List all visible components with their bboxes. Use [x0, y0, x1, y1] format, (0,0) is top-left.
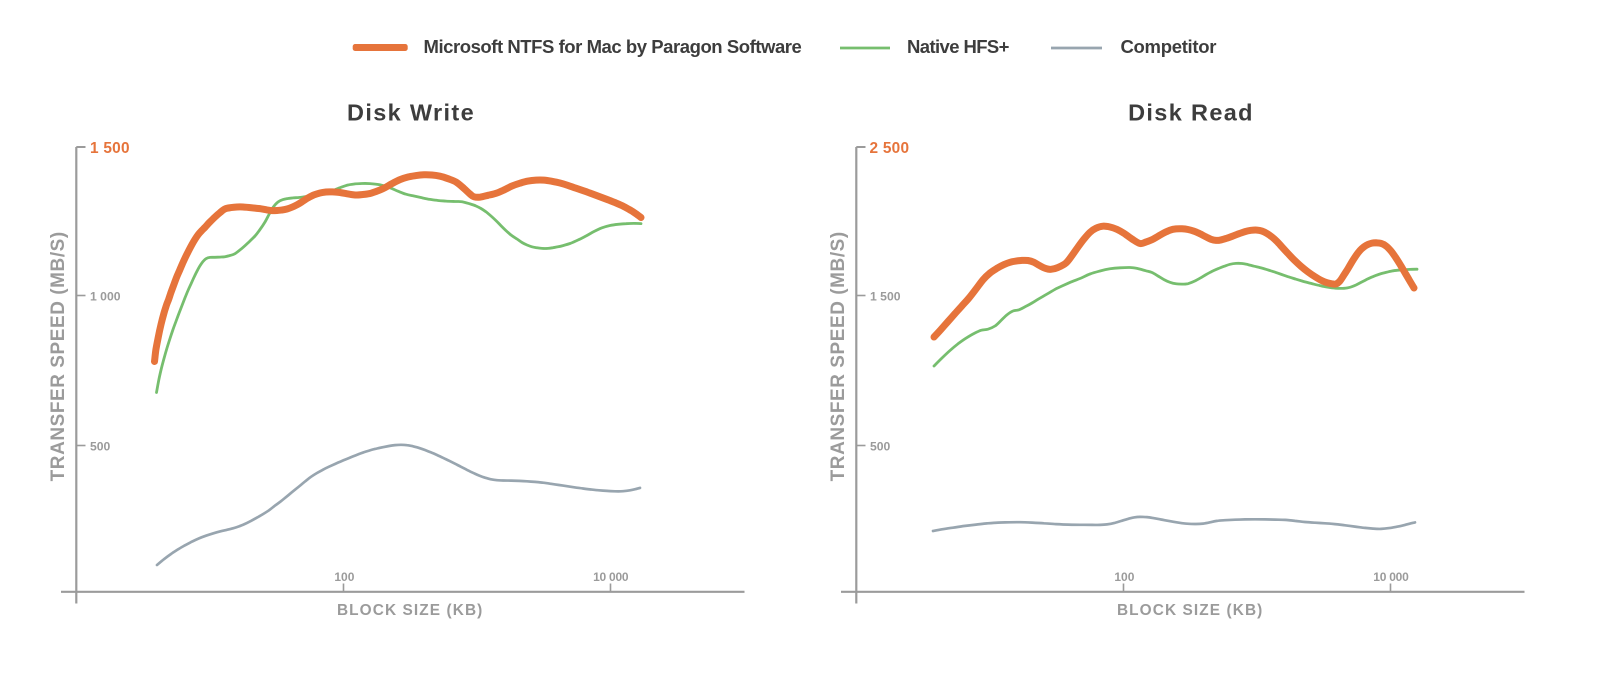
- svg-text:TRANSFER SPEED (MB/S): TRANSFER SPEED (MB/S): [48, 231, 69, 481]
- svg-text:1 500: 1 500: [90, 140, 130, 157]
- svg-text:1 500: 1 500: [870, 290, 901, 304]
- svg-text:BLOCK SIZE (KB): BLOCK SIZE (KB): [337, 602, 483, 619]
- svg-text:500: 500: [90, 439, 111, 453]
- svg-text:BLOCK SIZE (KB): BLOCK SIZE (KB): [1117, 602, 1263, 619]
- svg-text:100: 100: [1114, 570, 1134, 584]
- svg-text:100: 100: [334, 570, 354, 584]
- svg-text:Disk Read: Disk Read: [1128, 100, 1254, 126]
- svg-text:Competitor: Competitor: [1121, 36, 1217, 57]
- svg-text:Native HFS+: Native HFS+: [907, 36, 1010, 57]
- svg-text:10 000: 10 000: [593, 570, 629, 584]
- svg-text:1 000: 1 000: [90, 290, 121, 304]
- svg-text:10 000: 10 000: [1373, 570, 1409, 584]
- svg-text:TRANSFER SPEED (MB/S): TRANSFER SPEED (MB/S): [828, 231, 849, 481]
- svg-text:Disk Write: Disk Write: [347, 100, 475, 126]
- svg-text:500: 500: [870, 439, 891, 453]
- svg-text:Microsoft NTFS for Mac by Para: Microsoft NTFS for Mac by Paragon Softwa…: [424, 36, 802, 57]
- svg-text:2 500: 2 500: [870, 140, 910, 157]
